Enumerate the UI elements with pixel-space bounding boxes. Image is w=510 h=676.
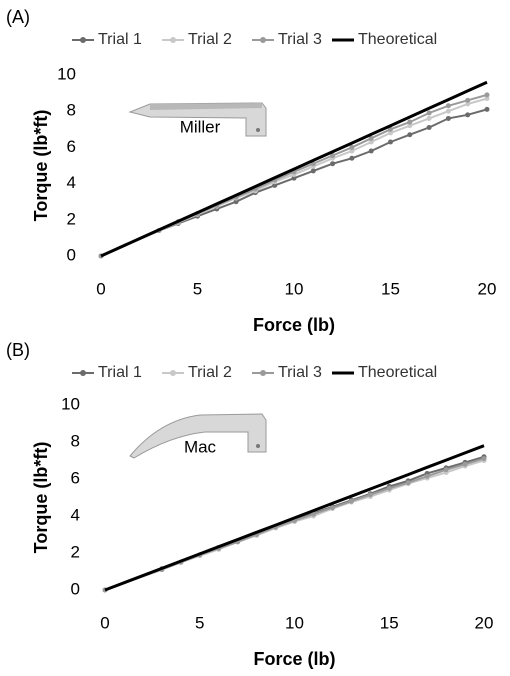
data-point [407, 132, 413, 138]
data-point [367, 492, 373, 498]
x-tick-label: 10 [285, 613, 304, 632]
data-point [291, 175, 297, 181]
blade-label: Miller [180, 117, 221, 136]
data-point [465, 101, 471, 107]
legend-label: Trial 3 [278, 31, 322, 48]
blade-label: Mac [184, 437, 217, 456]
y-tick-label: 4 [71, 505, 80, 524]
legend-marker [170, 370, 176, 376]
x-tick-label: 0 [100, 613, 109, 632]
data-point [426, 110, 432, 116]
x-tick-label: 20 [478, 279, 497, 298]
y-tick-label: 2 [71, 542, 80, 561]
series-line [104, 444, 485, 592]
data-point [426, 124, 432, 130]
data-point [272, 182, 278, 188]
data-point [407, 119, 413, 125]
legend-label: Trial 1 [98, 31, 142, 48]
data-point [465, 112, 471, 118]
legend-label: Trial 2 [188, 364, 232, 381]
data-point [348, 498, 354, 504]
x-tick-label: 20 [475, 613, 494, 632]
legend-marker [260, 37, 266, 43]
data-point [443, 467, 449, 473]
data-point [330, 153, 336, 159]
y-tick-label: 10 [61, 394, 80, 413]
y-tick-label: 6 [71, 468, 80, 487]
legend-marker [80, 37, 86, 43]
legend-marker [170, 37, 176, 43]
data-point [233, 199, 239, 205]
x-axis-title: Force (lb) [253, 649, 335, 669]
data-point [445, 115, 451, 121]
data-point [388, 126, 393, 132]
data-point [368, 148, 374, 154]
y-tick-label: 6 [67, 137, 76, 156]
y-tick-label: 8 [67, 101, 76, 120]
x-tick-label: 5 [195, 613, 204, 632]
data-point [484, 106, 490, 112]
y-axis-title: Torque (lb*ft) [31, 110, 51, 222]
data-point [405, 480, 411, 486]
legend-label: Trial 1 [98, 364, 142, 381]
data-point [349, 144, 355, 150]
x-axis-title: Force (lb) [253, 315, 335, 335]
data-point [349, 148, 355, 154]
data-point [481, 456, 487, 462]
x-tick-label: 5 [193, 279, 202, 298]
data-point [484, 96, 490, 102]
y-tick-label: 0 [67, 245, 76, 264]
x-tick-label: 10 [285, 279, 304, 298]
y-tick-label: 10 [57, 64, 76, 83]
data-point [330, 161, 336, 167]
legend-label: Theoretical [358, 31, 437, 48]
y-axis-title: Torque (lb*ft) [31, 442, 51, 554]
data-point [445, 108, 451, 114]
series-line [100, 108, 488, 257]
legend-marker [80, 370, 86, 376]
data-point [329, 505, 335, 511]
x-tick-label: 0 [96, 279, 105, 298]
data-point [349, 155, 355, 161]
data-point [407, 123, 413, 129]
x-tick-label: 15 [380, 613, 399, 632]
data-point [424, 473, 430, 479]
data-point [386, 485, 392, 491]
data-point [426, 115, 432, 121]
legend-label: Theoretical [358, 364, 437, 381]
data-point [368, 135, 374, 141]
data-point [388, 130, 393, 136]
data-point [310, 511, 316, 517]
miller-blade-icon [128, 102, 267, 137]
data-point [465, 97, 471, 103]
legend-label: Trial 3 [278, 364, 322, 381]
mac-blade-icon [129, 413, 267, 459]
x-tick-label: 15 [381, 279, 400, 298]
legend-label: Trial 2 [188, 31, 232, 48]
y-tick-label: 4 [67, 173, 76, 192]
panel-label: (A) [6, 7, 30, 27]
data-point [445, 103, 451, 109]
legend-marker [260, 370, 266, 376]
y-tick-label: 0 [71, 579, 80, 598]
data-point [368, 139, 374, 145]
data-point [310, 168, 316, 174]
y-tick-label: 8 [71, 431, 80, 450]
panel-label: (B) [6, 340, 30, 360]
data-point [388, 139, 393, 145]
series-line [100, 80, 488, 258]
y-tick-label: 2 [67, 209, 76, 228]
data-point [462, 461, 468, 467]
data-point [484, 92, 490, 98]
